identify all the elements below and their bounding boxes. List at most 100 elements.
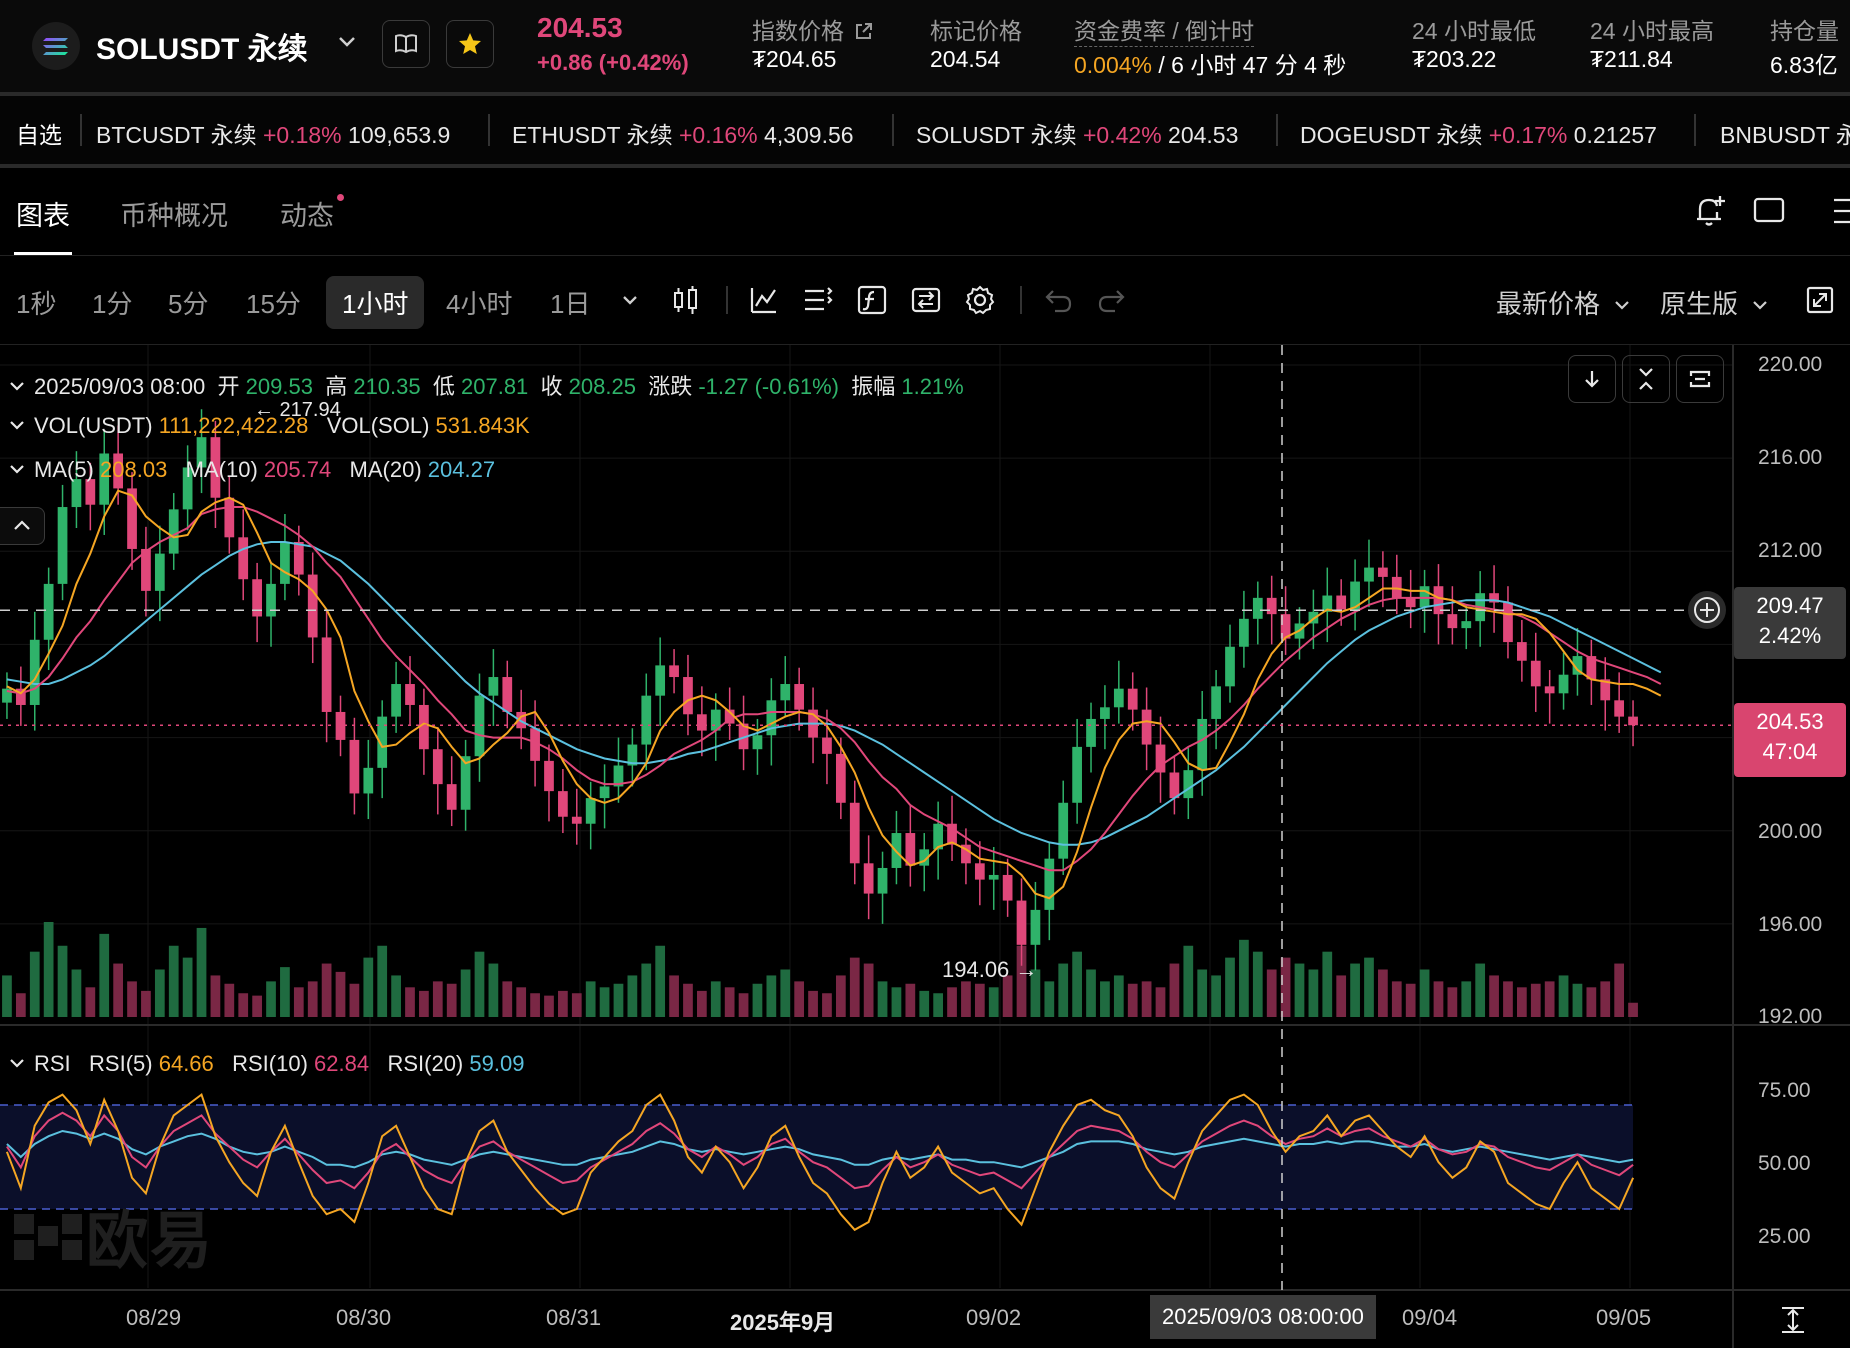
add-alert-bell-icon[interactable] [1692, 192, 1730, 235]
candle-body [321, 637, 332, 712]
collapse-view-button[interactable] [1622, 355, 1670, 403]
replay-icon[interactable] [906, 280, 946, 320]
volume-bar [99, 933, 110, 1017]
chart-mode-select[interactable]: 原生版 [1660, 284, 1769, 321]
candle-body [669, 665, 679, 678]
fullscreen-icon[interactable] [1800, 280, 1840, 320]
timeframe-5m[interactable]: 5分 [168, 289, 209, 319]
chart-area[interactable]: 欧易 2025/09/03 08:00 开 209.53 高 210.35 低 … [0, 345, 1850, 1348]
candle-body [766, 700, 777, 736]
candle-body [419, 704, 429, 750]
candle-body [1350, 581, 1360, 610]
volume-bar [683, 983, 693, 1017]
tab-chart[interactable]: 图表 [16, 201, 70, 231]
volume-bar [1447, 987, 1458, 1017]
legend-toggle-button[interactable] [0, 507, 45, 545]
favorite-star-icon[interactable] [446, 20, 494, 68]
redo-icon[interactable] [1092, 280, 1132, 320]
candle-body [71, 479, 82, 508]
candle-body [947, 823, 957, 845]
okx-logo-icon [12, 1210, 86, 1268]
funding-rate-label[interactable]: 资金费率 / 倒计时 [1074, 12, 1255, 47]
settings-gear-icon[interactable] [960, 280, 1000, 320]
volume-bar [321, 963, 332, 1017]
collapse-chevron-icon[interactable] [8, 418, 26, 432]
watchlist-ticker: 自选 BTCUSDT 永续 +0.18% 109,653.9 ETHUSDT 永… [0, 96, 1850, 168]
indicators-icon[interactable] [744, 280, 784, 320]
volume-bar [1461, 981, 1472, 1017]
tab-news[interactable]: 动态 [280, 201, 334, 231]
ticker-item-sol[interactable]: SOLUSDT 永续 +0.42% 204.53 [916, 122, 1239, 148]
collapse-chevron-icon[interactable] [8, 1056, 26, 1070]
ticker-item-eth[interactable]: ETHUSDT 永续 +0.16% 4,309.56 [512, 122, 854, 148]
external-link-icon[interactable] [854, 21, 874, 41]
price-type-chevron-icon[interactable] [1613, 296, 1631, 314]
candle-body [377, 716, 388, 768]
volume-bar [1614, 963, 1625, 1017]
candlestick-chart[interactable] [0, 345, 1850, 1348]
volume-bar [210, 975, 221, 1017]
window-layout-icon[interactable] [1752, 194, 1786, 231]
volume-bar [1294, 963, 1305, 1017]
volume-bar [502, 981, 513, 1017]
candle-body [474, 695, 485, 757]
rsi10-line [6, 1111, 1634, 1190]
tab-coin-overview[interactable]: 币种概况 [120, 201, 228, 231]
volume-bar [655, 945, 666, 1017]
candle-body [1100, 707, 1110, 719]
ticker-item-doge[interactable]: DOGEUSDT 永续 +0.17% 0.21257 [1300, 122, 1657, 148]
index-price-label[interactable]: 指数价格 [752, 12, 874, 46]
volume-bar [905, 983, 916, 1017]
reset-view-button[interactable] [1676, 355, 1724, 403]
ticker-item-btc[interactable]: BTCUSDT 永续 +0.18% 109,653.9 [96, 122, 451, 148]
drawing-tools-icon[interactable] [798, 280, 838, 320]
axis-scale-icon[interactable] [1778, 1305, 1808, 1340]
collapse-chevron-icon[interactable] [8, 462, 26, 476]
formula-icon[interactable] [852, 280, 892, 320]
timeframe-1s[interactable]: 1秒 [16, 289, 57, 319]
collapse-chevron-icon[interactable] [8, 379, 26, 393]
divider [1694, 114, 1696, 146]
candle-body [794, 684, 805, 710]
chart-mode-chevron-icon[interactable] [1751, 296, 1769, 314]
symbol-title[interactable]: SOLUSDT 永续 [96, 33, 308, 66]
price-type-select[interactable]: 最新价格 [1496, 284, 1631, 321]
timeframe-1d[interactable]: 1日 [550, 289, 591, 319]
symbol-dropdown-chevron-icon[interactable] [336, 30, 358, 57]
volume-bar [1489, 975, 1499, 1017]
rsi5-line [5, 1092, 1635, 1232]
candle-body [307, 574, 318, 638]
volume-bar [432, 981, 443, 1017]
volume-bar [766, 975, 777, 1017]
timeframe-15m[interactable]: 15分 [246, 289, 301, 319]
candle-body [1058, 802, 1069, 859]
volume-bar [113, 963, 123, 1017]
timeframe-1m[interactable]: 1分 [92, 289, 133, 319]
volume-bar [1030, 969, 1041, 1017]
candle-type-icon[interactable] [666, 280, 706, 320]
timeframe-4h[interactable]: 4小时 [446, 289, 513, 319]
collapse-arrows-icon [1639, 368, 1653, 390]
timeframe-1h[interactable]: 1小时 [326, 276, 425, 329]
candle-body [1405, 597, 1416, 608]
more-timeframes-chevron-icon[interactable] [610, 280, 650, 320]
candle-body [1517, 642, 1527, 661]
add-price-line-button[interactable] [1688, 591, 1726, 629]
volume-bar [1419, 969, 1430, 1017]
divider [488, 114, 490, 146]
more-menu-icon[interactable] [1830, 194, 1850, 233]
candle-body [15, 688, 26, 705]
volume-bar [1002, 975, 1013, 1017]
ticker-item-bnb[interactable]: BNBUSDT 永 [1720, 122, 1850, 148]
volume-bar [1266, 969, 1277, 1017]
book-icon[interactable] [382, 20, 430, 68]
candle-body [141, 548, 151, 591]
scroll-to-latest-button[interactable] [1568, 355, 1616, 403]
watchlist-label[interactable]: 自选 [16, 122, 62, 148]
price-change: +0.86 (+0.42%) [537, 50, 689, 75]
plus-circle-icon [1694, 597, 1720, 623]
price-axis-tick: 196.00 [1758, 913, 1823, 936]
undo-icon[interactable] [1038, 280, 1078, 320]
candle-body [1155, 744, 1166, 773]
volume-bar [544, 995, 554, 1017]
